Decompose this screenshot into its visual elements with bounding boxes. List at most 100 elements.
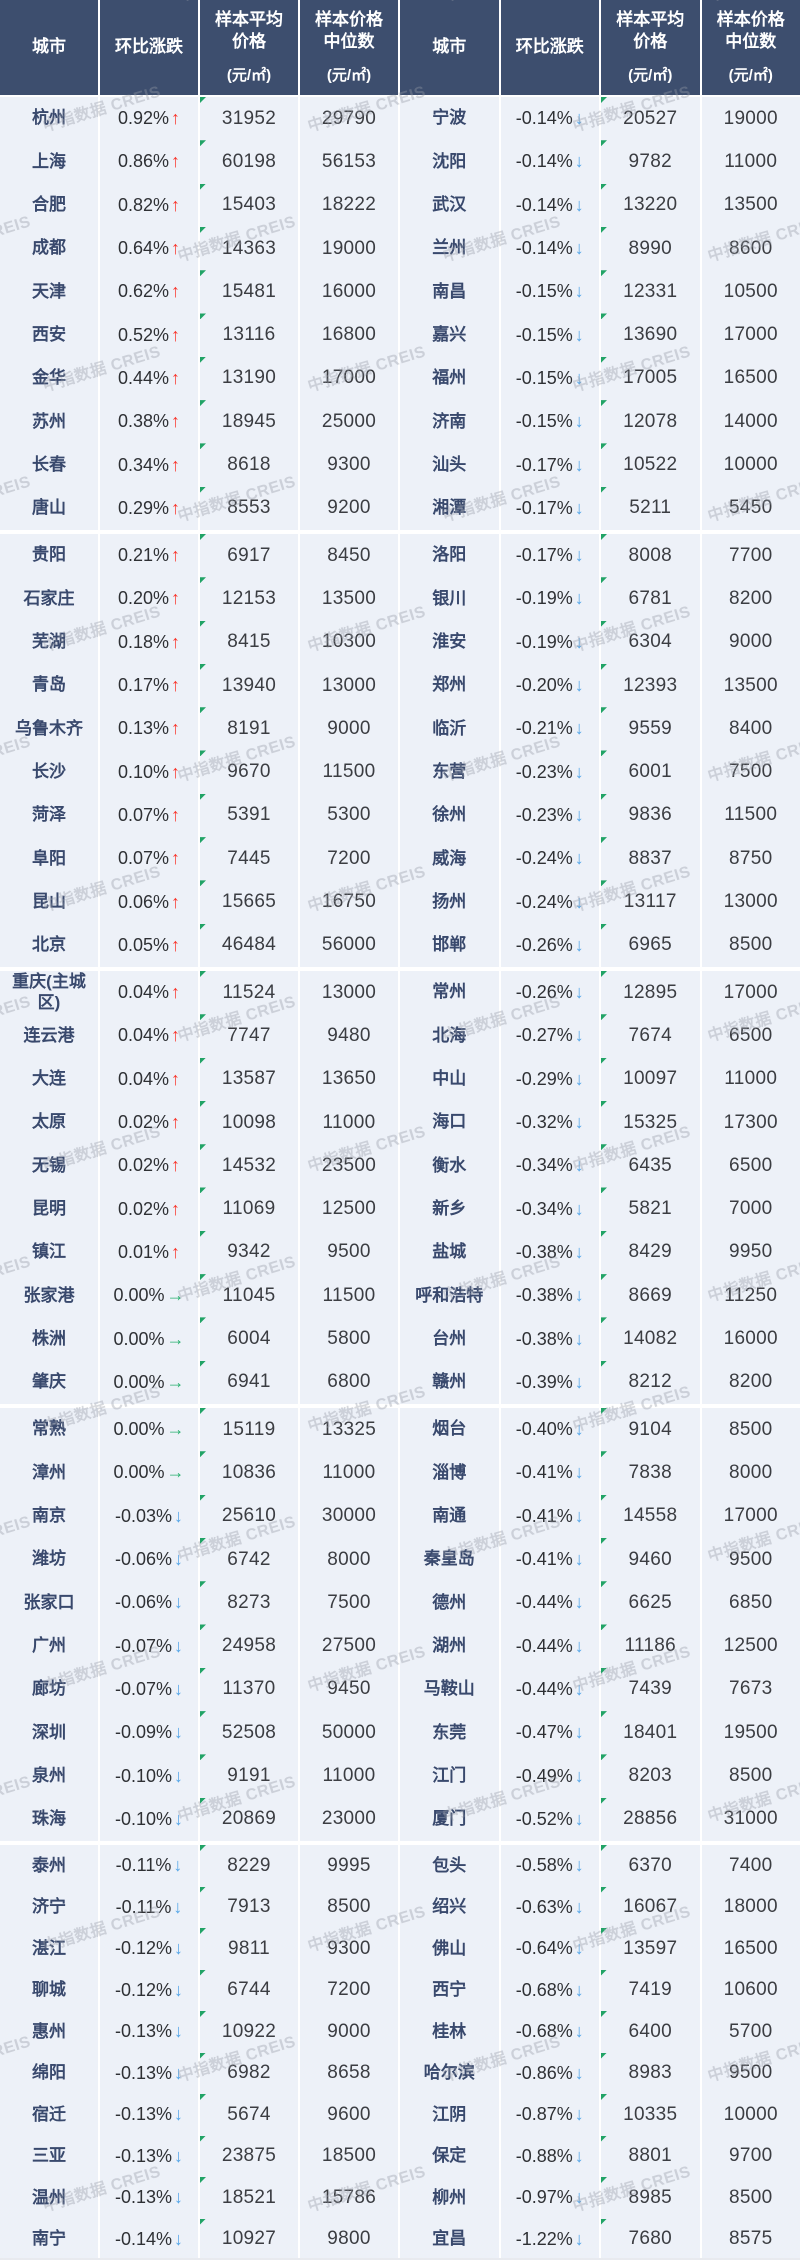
median-price-value: 8200 — [729, 1371, 773, 1393]
city-name: 江阴 — [432, 2104, 467, 2124]
avg-price-cell: 52508 — [200, 1711, 298, 1755]
change-cell: -0.06% ↓ — [100, 1537, 198, 1582]
avg-price-value: 9342 — [227, 1241, 271, 1263]
change-cell: -0.13% ↓ — [100, 2135, 198, 2177]
down-arrow-icon: ↓ — [574, 718, 584, 739]
avg-price-cell: 12331 — [601, 270, 700, 314]
header-unit: (元/㎡) — [728, 67, 773, 85]
avg-price-cell: 8415 — [200, 620, 298, 664]
city-name: 深圳 — [32, 1722, 66, 1742]
table-row: 东营 -0.23% ↓ 6001 7500 — [400, 750, 800, 794]
median-price-value: 5700 — [729, 2020, 773, 2042]
avg-price-cell: 9342 — [200, 1230, 298, 1275]
corner-marker-icon — [200, 443, 206, 450]
change-cell: -0.52% ↓ — [500, 1797, 599, 1841]
avg-price-cell: 14363 — [200, 226, 298, 271]
median-price-value: 7200 — [327, 847, 371, 869]
table-row: 漳州 0.00% → 10836 11000 — [0, 1451, 398, 1495]
up-arrow-icon: ↑ — [171, 1112, 181, 1133]
city-name: 重庆(主城区) — [12, 972, 86, 1012]
change-value: 0.00% — [113, 1371, 165, 1392]
corner-marker-icon — [200, 793, 206, 800]
table-row: 北海 -0.27% ↓ 7674 6500 — [400, 1014, 800, 1058]
table-row: 福州 -0.15% ↓ 17005 16500 — [400, 356, 800, 401]
avg-price-value: 6917 — [227, 544, 271, 566]
median-price-value: 14000 — [723, 410, 778, 432]
city-name: 临沂 — [432, 718, 467, 738]
down-arrow-icon: ↓ — [174, 2228, 184, 2249]
median-price-cell: 10600 — [701, 1969, 800, 2011]
median-price-cell: 13000 — [701, 880, 800, 924]
change-value: -0.10% — [114, 1765, 173, 1786]
change-cell: -0.17% ↓ — [500, 534, 599, 578]
median-price-cell: 8750 — [701, 837, 800, 881]
city-name: 绍兴 — [432, 1897, 467, 1917]
corner-marker-icon — [601, 97, 607, 103]
median-price-value: 19000 — [723, 107, 778, 129]
city-cell: 常熟 — [0, 1408, 98, 1452]
median-price-cell: 13500 — [701, 183, 800, 227]
median-price-value: 13325 — [321, 1418, 377, 1440]
change-cell: -0.14% ↓ — [500, 183, 599, 227]
city-name: 郑州 — [432, 675, 467, 695]
corner-marker-icon — [200, 1494, 206, 1501]
change-value: 0.00% — [113, 1285, 165, 1306]
header-cell-median-price: 样本价格 中位数 (元/㎡) — [300, 0, 398, 95]
corner-marker-icon — [601, 1360, 607, 1367]
median-price-value: 9950 — [729, 1241, 773, 1263]
median-price-cell: 10500 — [701, 270, 800, 314]
city-name: 杭州 — [32, 108, 66, 128]
down-arrow-icon: ↓ — [574, 367, 584, 388]
city-name: 海口 — [432, 1112, 467, 1132]
avg-price-value: 8983 — [628, 2062, 672, 2084]
median-price-cell: 8658 — [300, 2052, 398, 2094]
down-arrow-icon: ↓ — [174, 2145, 184, 2166]
avg-price-value: 11370 — [222, 1678, 276, 1700]
city-name: 无锡 — [32, 1155, 66, 1175]
up-arrow-icon: ↑ — [171, 588, 181, 609]
median-price-value: 9600 — [327, 2103, 371, 2125]
city-name: 泰州 — [32, 1855, 66, 1875]
city-cell: 昆山 — [0, 880, 98, 924]
city-cell: 烟台 — [400, 1408, 499, 1452]
change-cell: -0.23% ↓ — [500, 793, 599, 838]
median-price-value: 8450 — [327, 544, 371, 566]
corner-marker-icon — [601, 1494, 607, 1501]
corner-marker-icon — [200, 1537, 206, 1544]
corner-marker-icon — [601, 1100, 607, 1107]
header-title: 样本平均 — [616, 10, 685, 30]
avg-price-cell: 8553 — [200, 486, 298, 530]
down-arrow-icon: ↓ — [173, 1896, 183, 1917]
city-cell: 赣州 — [400, 1360, 499, 1404]
table-row: 包头 -0.58% ↓ 6370 7400 — [400, 1845, 800, 1887]
city-cell: 深圳 — [0, 1711, 98, 1755]
avg-price-cell: 12393 — [601, 663, 700, 708]
table-row: 临沂 -0.21% ↓ 9559 8400 — [400, 707, 800, 751]
median-price-value: 19000 — [321, 237, 377, 259]
table-row: 湘潭 -0.17% ↓ 5211 5450 — [400, 486, 800, 530]
change-cell: -0.38% ↓ — [500, 1274, 599, 1318]
city-name: 上海 — [32, 151, 66, 171]
change-cell: -0.14% ↓ — [500, 97, 599, 141]
corner-marker-icon — [200, 1274, 206, 1281]
corner-marker-icon — [601, 1711, 607, 1718]
city-name: 漳州 — [32, 1462, 66, 1482]
change-value: -0.17% — [515, 545, 573, 566]
avg-price-value: 12153 — [221, 587, 277, 609]
change-cell: -0.87% ↓ — [500, 2094, 599, 2136]
change-value: -0.20% — [515, 675, 573, 696]
change-cell: 0.86% ↑ — [100, 140, 198, 184]
avg-price-cell: 7445 — [200, 837, 298, 881]
median-price-value: 11000 — [322, 1461, 376, 1483]
city-cell: 北海 — [400, 1014, 499, 1058]
down-arrow-icon: ↓ — [574, 2062, 584, 2083]
change-value: -0.87% — [515, 2104, 573, 2125]
city-cell: 哈尔滨 — [400, 2052, 499, 2094]
city-cell: 济南 — [400, 400, 499, 444]
table-row: 绍兴 -0.63% ↓ 16067 18000 — [400, 1886, 800, 1928]
median-price-cell: 5450 — [701, 486, 800, 530]
corner-marker-icon — [601, 750, 607, 757]
corner-marker-icon — [601, 923, 607, 930]
up-arrow-icon: ↑ — [171, 1155, 181, 1176]
